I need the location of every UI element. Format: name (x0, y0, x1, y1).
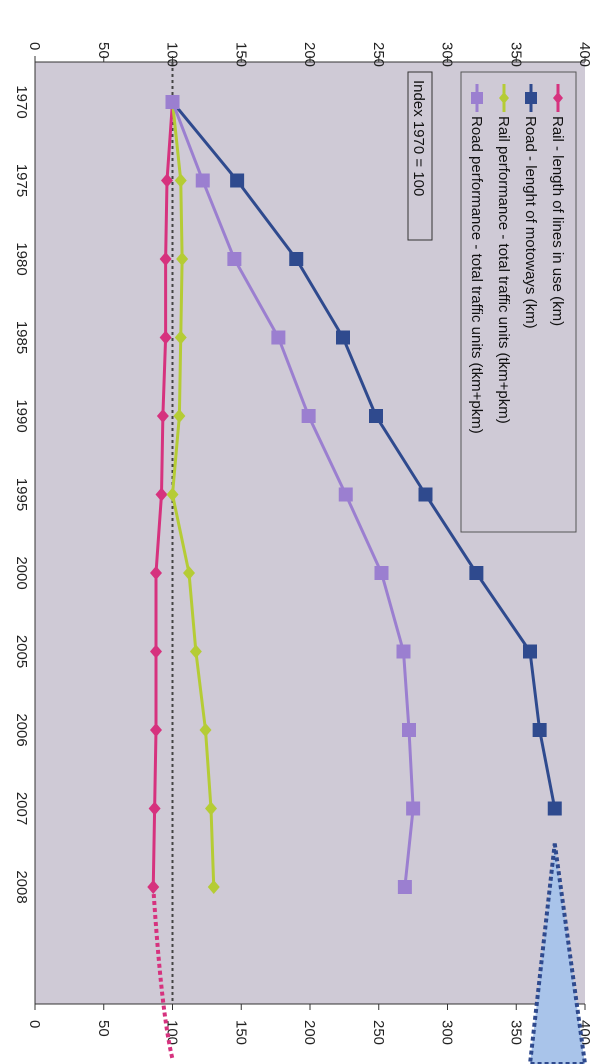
y-tick-label-bottom: 250 (370, 1020, 387, 1045)
note-text: Index 1970 = 100 (410, 80, 427, 196)
data-point (227, 252, 242, 266)
y-tick-label-bottom: 0 (26, 1020, 43, 1028)
note-box (407, 71, 433, 241)
series-group (147, 95, 562, 894)
data-point (174, 173, 187, 188)
y-tick-label-top: 100 (164, 42, 181, 67)
y-tick-labels-bottom: 0 50 100 150 200 250 300 350 400 (26, 1004, 593, 1045)
x-tick-label: 2005 (13, 635, 30, 668)
data-point (301, 409, 316, 423)
data-point (189, 644, 202, 659)
data-point (336, 330, 350, 345)
y-tick-label-top: 0 (26, 42, 43, 50)
data-point (147, 880, 160, 894)
x-tick-label: 1985 (13, 321, 30, 354)
data-point (155, 487, 168, 502)
x-tick-label: 1980 (13, 242, 30, 275)
y-tick-label-bottom: 300 (439, 1020, 456, 1045)
y-tick-labels-top: 0 50 100 150 200 250 300 350 400 (26, 42, 593, 67)
legend-swatch-marker (471, 92, 483, 104)
data-point (523, 644, 537, 659)
y-tick-label-bottom: 100 (164, 1020, 181, 1045)
data-point (207, 880, 220, 894)
data-point (199, 723, 212, 737)
data-point (230, 173, 245, 188)
data-point (165, 95, 180, 109)
rail-length-dashed-extension (151, 886, 175, 1060)
series-2 (165, 95, 562, 816)
legend-label: Rail - length of lines in use (km) (549, 116, 566, 326)
legend-box (460, 71, 577, 533)
series-4 (165, 95, 421, 894)
data-point (150, 644, 162, 659)
data-point (148, 801, 161, 816)
series-1 (147, 95, 179, 894)
data-point (402, 723, 416, 737)
data-point (338, 487, 353, 502)
legend-swatch-marker (553, 92, 563, 104)
data-point (156, 409, 169, 423)
legend-label: Road performance - total traffic units (… (468, 116, 485, 434)
legend-swatch-marker (525, 92, 537, 104)
y-tick-label-top: 350 (507, 42, 524, 67)
y-tick-label-top: 400 (576, 42, 593, 67)
x-tick-labels: 1970 1975 1980 1985 1990 1995 2000 2005 2006 2007… (13, 85, 30, 903)
data-point (397, 880, 412, 894)
data-point (406, 801, 421, 816)
data-point (369, 409, 383, 423)
x-tick-label: 1970 (13, 85, 30, 118)
y-tick-label-top: 300 (439, 42, 456, 67)
data-point (396, 644, 411, 659)
data-point (271, 330, 286, 345)
data-point (174, 330, 187, 345)
y-tick-label-bottom: 150 (232, 1020, 249, 1045)
legend-item: Rail performance - total traffic units (… (495, 84, 512, 424)
y-tick-label-bottom: 50 (95, 1020, 112, 1037)
data-point (469, 566, 484, 580)
data-point (150, 566, 162, 580)
data-point (289, 252, 304, 266)
road-motorway-dashed-extension (527, 843, 588, 1064)
data-point (205, 801, 217, 816)
y-tick-label-top: 50 (95, 42, 112, 59)
data-point (532, 723, 547, 737)
legend-item: Rail - length of lines in use (km) (549, 84, 566, 326)
x-tick-label: 1995 (13, 478, 30, 511)
data-point (161, 173, 173, 188)
index-note: Index 1970 = 100 (407, 71, 433, 241)
data-point (195, 173, 210, 188)
legend: Rail - length of lines in use (km) Road -… (460, 71, 577, 533)
y-tick-label-top: 250 (370, 42, 387, 67)
x-tick-label: 1975 (13, 164, 30, 197)
data-point (418, 487, 433, 502)
dashed-extensions (151, 843, 588, 1064)
y-tick-label-bottom: 200 (301, 1020, 318, 1045)
legend-item: Road performance - total traffic units (… (468, 84, 485, 434)
legend-label: Rail performance - total traffic units (… (495, 116, 512, 424)
legend-label: Road - lenght of motoways (km) (522, 116, 539, 329)
data-point (374, 566, 389, 580)
data-point (183, 566, 195, 580)
x-tick-label: 2000 (13, 556, 30, 589)
legend-swatch-marker (499, 92, 509, 104)
x-tick-label: 2007 (13, 792, 30, 825)
series-line (171, 101, 557, 809)
data-point (166, 487, 179, 502)
data-point (173, 409, 186, 423)
data-point (547, 801, 562, 816)
x-tick-label: 2006 (13, 713, 30, 746)
x-tick-label: 2008 (13, 870, 30, 903)
data-point (159, 330, 172, 345)
data-point (159, 252, 172, 266)
series-3 (166, 95, 220, 894)
y-tick-label-bottom: 350 (507, 1020, 524, 1045)
data-point (150, 723, 162, 737)
x-tick-label: 1990 (13, 399, 30, 432)
legend-item: Road - lenght of motoways (km) (522, 84, 539, 329)
data-point (176, 252, 189, 266)
y-tick-label-top: 150 (232, 42, 249, 67)
y-tick-label-top: 200 (301, 42, 318, 67)
